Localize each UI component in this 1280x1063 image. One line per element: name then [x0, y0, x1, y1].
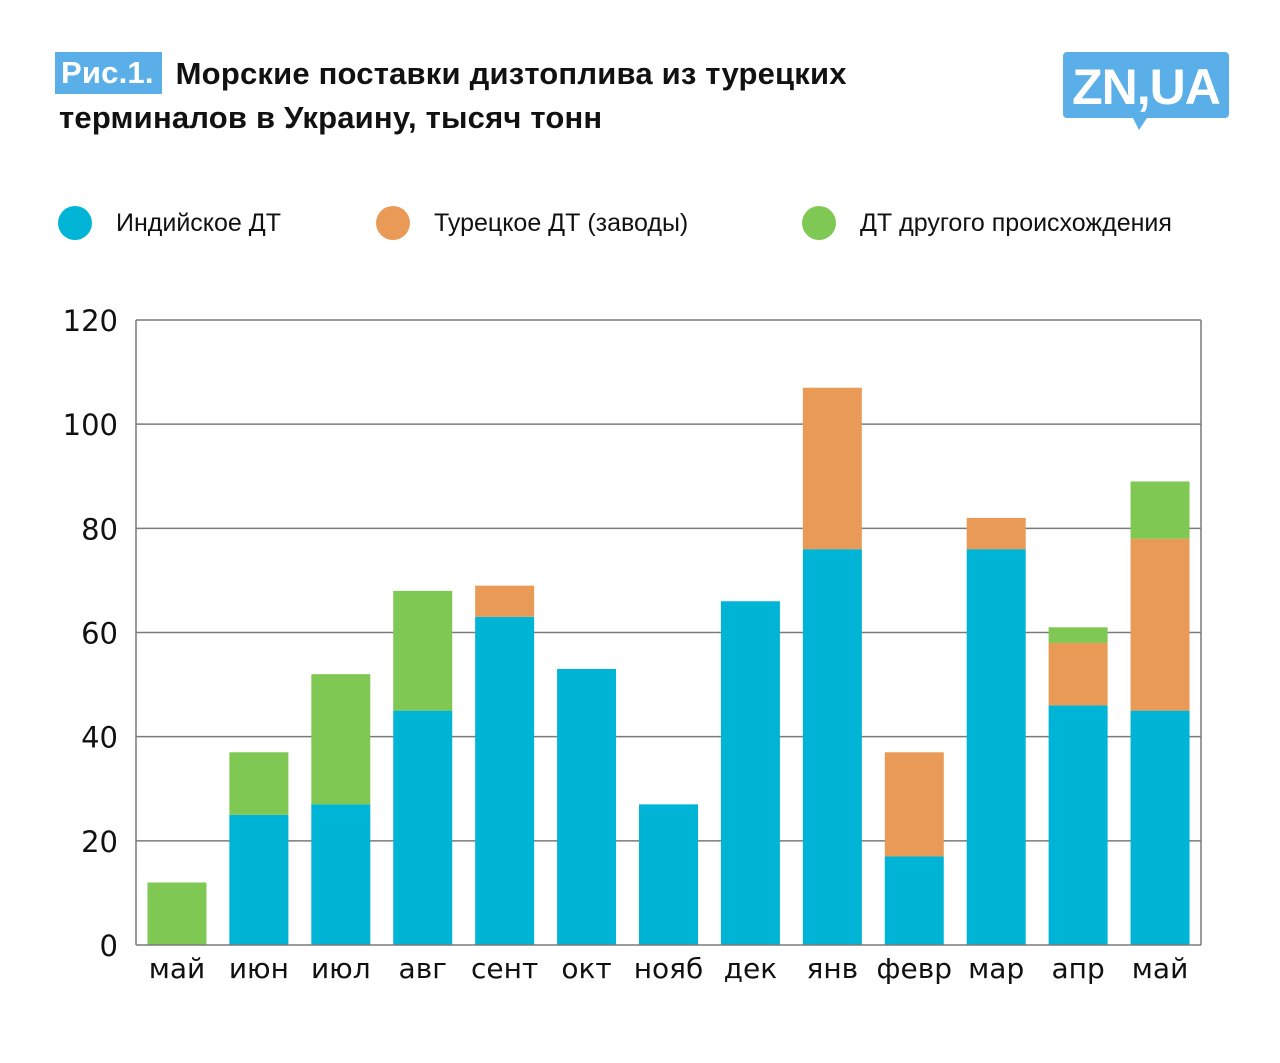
- legend-label-other: ДТ другого происхождения: [860, 208, 1172, 237]
- legend-dot-indian: [58, 206, 92, 240]
- legend-item-other: ДТ другого происхождения: [802, 203, 1172, 243]
- x-tick-label: апр: [1051, 952, 1104, 985]
- bar-segment-indian: [966, 549, 1026, 945]
- bar-segment-turkish: [1048, 642, 1108, 706]
- legend-item-indian: Индийское ДТ: [58, 203, 281, 243]
- x-tick-label: июл: [311, 952, 371, 985]
- legend-dot-other: [802, 206, 836, 240]
- x-tick-label: дек: [724, 952, 778, 985]
- y-tick-label: 80: [81, 512, 118, 546]
- title-line-1: Рис.1. Морские поставки дизтоплива из тур…: [55, 52, 1035, 96]
- y-tick-label: 0: [100, 929, 118, 963]
- bar-segment-other: [1130, 481, 1190, 539]
- y-tick-label: 100: [63, 408, 118, 442]
- x-tick-label: май: [149, 952, 205, 985]
- legend-dot-turkish: [376, 206, 410, 240]
- legend-label-indian: Индийское ДТ: [116, 208, 281, 237]
- x-tick-label: янв: [807, 952, 859, 985]
- title-text-1: Морские поставки дизтоплива из турецких: [175, 56, 847, 91]
- legend-item-turkish: Турецкое ДТ (заводы): [376, 203, 688, 243]
- bar-segment-indian: [1048, 705, 1108, 945]
- bar-segment-other: [147, 882, 207, 945]
- bar-segment-indian: [393, 710, 453, 945]
- logo-text: ZN,UA: [1072, 59, 1220, 115]
- bar-segment-indian: [720, 601, 780, 945]
- legend: Индийское ДТ Турецкое ДТ (заводы) ДТ дру…: [0, 203, 1280, 243]
- zn-ua-logo: ZN,UA: [1063, 52, 1229, 130]
- x-tick-label: февр: [877, 952, 952, 985]
- y-tick-label: 120: [63, 304, 118, 338]
- bar-segment-turkish: [475, 585, 535, 617]
- bar-segment-turkish: [884, 752, 944, 857]
- x-tick-label: май: [1132, 952, 1188, 985]
- bar-segment-indian: [557, 668, 617, 945]
- legend-label-turkish: Турецкое ДТ (заводы): [434, 208, 689, 237]
- x-tick-label: авг: [399, 952, 447, 985]
- x-tick-label: июн: [229, 952, 289, 985]
- bar-segment-other: [393, 590, 453, 711]
- bar-segment-indian: [311, 804, 371, 945]
- y-tick-label: 20: [81, 825, 118, 859]
- x-tick-label: окт: [561, 952, 611, 985]
- y-tick-label: 60: [81, 617, 118, 651]
- x-tick-label: мар: [968, 952, 1024, 985]
- bar-segment-other: [311, 674, 371, 805]
- chart-title: Рис.1. Морские поставки дизтоплива из тур…: [55, 52, 1035, 140]
- bar-segment-indian: [475, 616, 535, 945]
- bar-segment-turkish: [966, 517, 1026, 550]
- bar-segment-indian: [884, 856, 944, 945]
- bar-segment-indian: [639, 804, 698, 945]
- bar-segment-other: [1048, 627, 1108, 643]
- bar-segment-other: [229, 752, 289, 815]
- bar-segment-turkish: [1130, 538, 1190, 711]
- y-tick-label: 40: [81, 721, 118, 755]
- bar-segment-indian: [802, 549, 862, 945]
- figure-badge: Рис.1.: [55, 52, 162, 94]
- logo-speech-bubble-icon: ZN,UA: [1063, 52, 1229, 130]
- title-text-2: терминалов в Украину, тысяч тонн: [59, 100, 603, 135]
- x-tick-label: сент: [471, 952, 538, 985]
- bar-segment-indian: [1130, 710, 1190, 945]
- x-tick-label: нояб: [634, 952, 704, 985]
- bar-segment-indian: [229, 814, 289, 945]
- bar-segment-turkish: [802, 387, 862, 550]
